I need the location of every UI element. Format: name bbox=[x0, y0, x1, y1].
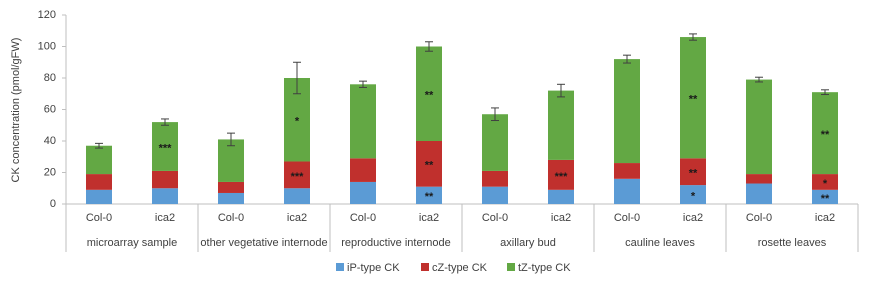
error-bar bbox=[623, 54, 631, 64]
legend-swatch bbox=[507, 263, 515, 271]
error-bar bbox=[689, 33, 697, 41]
y-tick-label: 100 bbox=[38, 40, 56, 52]
group-label: rosette leaves bbox=[758, 237, 827, 249]
x-tick-label: ica2 bbox=[155, 212, 175, 224]
bar-segment bbox=[482, 170, 508, 187]
significance-label: *** bbox=[159, 142, 173, 154]
bar-segment bbox=[680, 158, 706, 186]
y-tick-label: 60 bbox=[44, 103, 56, 115]
x-tick-label: ica2 bbox=[551, 212, 571, 224]
error-bar bbox=[161, 118, 169, 126]
legend-label: cZ-type CK bbox=[432, 262, 488, 274]
group-label: axillary bud bbox=[500, 237, 556, 249]
bar-segment bbox=[680, 185, 706, 204]
bar-segment bbox=[482, 114, 508, 171]
y-tick-label: 120 bbox=[38, 9, 56, 21]
group-label: other vegetative internode bbox=[200, 237, 327, 249]
significance-label: * bbox=[295, 116, 300, 128]
error-bar bbox=[293, 61, 301, 95]
x-tick-label: ica2 bbox=[815, 212, 835, 224]
significance-label: ** bbox=[821, 129, 830, 141]
significance-label: * bbox=[691, 190, 696, 202]
significance-label: *** bbox=[555, 171, 569, 183]
significance-label: *** bbox=[291, 171, 305, 183]
bar-segment bbox=[614, 59, 640, 164]
y-tick-label: 40 bbox=[44, 135, 56, 147]
x-tick-label: ica2 bbox=[419, 212, 439, 224]
error-bar bbox=[821, 89, 829, 96]
significance-label: ** bbox=[689, 168, 698, 180]
y-tick-label: 20 bbox=[44, 166, 56, 178]
bar-segment bbox=[746, 79, 772, 175]
bar-segment bbox=[218, 192, 244, 204]
bar-segment bbox=[416, 46, 442, 141]
bar-segment bbox=[86, 145, 112, 175]
bar-segment bbox=[614, 178, 640, 204]
error-bar bbox=[557, 83, 565, 98]
bar-segment bbox=[812, 92, 838, 175]
bar-segment bbox=[152, 122, 178, 171]
error-bar bbox=[425, 41, 433, 52]
bar-segment bbox=[284, 188, 310, 204]
x-tick-label: Col-0 bbox=[746, 212, 772, 224]
bar-segment bbox=[812, 189, 838, 204]
group-label: reproductive internode bbox=[341, 237, 450, 249]
bar-segment bbox=[548, 189, 574, 204]
bar-segment bbox=[218, 139, 244, 182]
significance-label: ** bbox=[821, 193, 830, 205]
bar-segment bbox=[614, 163, 640, 179]
x-tick-label: Col-0 bbox=[86, 212, 112, 224]
bar-segment bbox=[680, 37, 706, 159]
x-tick-label: ica2 bbox=[683, 212, 703, 224]
error-bar bbox=[491, 107, 499, 122]
error-bar bbox=[359, 80, 367, 88]
bar-segment bbox=[746, 183, 772, 204]
bar-segment bbox=[284, 161, 310, 189]
bar-segment bbox=[350, 181, 376, 204]
significance-label: ** bbox=[425, 90, 434, 102]
significance-label: ** bbox=[689, 94, 698, 106]
legend-label: iP-type CK bbox=[347, 262, 400, 274]
group-label: cauline leaves bbox=[625, 237, 695, 249]
bar-segment bbox=[350, 84, 376, 159]
bar-segment bbox=[218, 181, 244, 193]
bar-segment bbox=[548, 159, 574, 190]
bar-segment bbox=[86, 174, 112, 190]
legend-swatch bbox=[336, 263, 344, 271]
significance-label: ** bbox=[425, 191, 434, 203]
bar-segment bbox=[548, 90, 574, 160]
error-bar bbox=[95, 142, 103, 149]
legend-swatch bbox=[421, 263, 429, 271]
bar-segment bbox=[152, 188, 178, 204]
bar-segment bbox=[152, 170, 178, 189]
bar-segment bbox=[746, 174, 772, 184]
bar-segment bbox=[350, 158, 376, 182]
x-tick-label: Col-0 bbox=[350, 212, 376, 224]
x-tick-label: ica2 bbox=[287, 212, 307, 224]
significance-label: ** bbox=[425, 160, 434, 172]
x-tick-label: Col-0 bbox=[614, 212, 640, 224]
bar-segment bbox=[812, 174, 838, 190]
significance-label: * bbox=[823, 178, 828, 190]
x-tick-label: Col-0 bbox=[218, 212, 244, 224]
bar-segment bbox=[416, 141, 442, 187]
y-tick-label: 0 bbox=[50, 198, 56, 210]
y-axis-title: CK concentration (pmol/gFW) bbox=[10, 38, 22, 183]
error-bar bbox=[227, 132, 235, 147]
error-bar bbox=[755, 76, 763, 83]
bar-segment bbox=[416, 186, 442, 204]
legend-label: tZ-type CK bbox=[518, 262, 571, 274]
bar-segment bbox=[482, 186, 508, 204]
y-tick-label: 80 bbox=[44, 72, 56, 84]
group-label: microarray sample bbox=[87, 237, 177, 249]
bar-segment bbox=[86, 189, 112, 204]
x-tick-label: Col-0 bbox=[482, 212, 508, 224]
